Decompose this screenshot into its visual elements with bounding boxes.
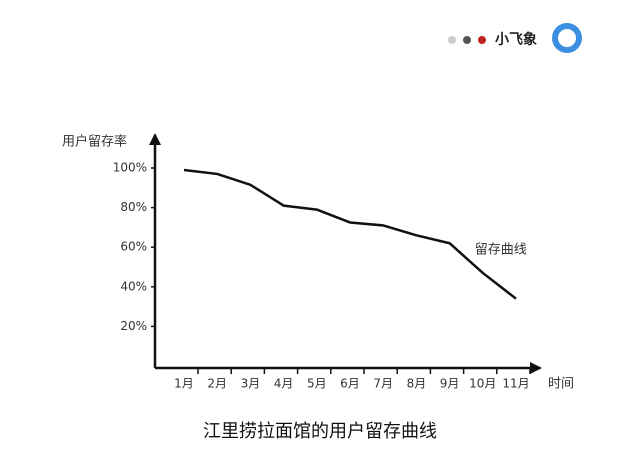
x-tick-label: 2月: [207, 377, 227, 391]
x-tick-label: 3月: [241, 377, 261, 391]
y-tick-label: 40%: [120, 279, 147, 293]
y-axis-label: 用户留存率: [62, 134, 127, 150]
x-tick-label: 10月: [469, 377, 496, 391]
x-tick-label: 11月: [502, 377, 529, 391]
brand: 小飞象: [495, 31, 537, 48]
avatar-face: [558, 29, 576, 47]
x-tick-label: 8月: [407, 377, 427, 391]
x-tick-label: 5月: [307, 377, 327, 391]
y-tick-label: 20%: [120, 319, 147, 333]
x-tick-label: 4月: [274, 377, 294, 391]
y-tick-label: 60%: [120, 240, 147, 254]
dot: [478, 36, 486, 44]
x-tick-label: 9月: [440, 377, 460, 391]
x-axis-label: 时间: [548, 377, 574, 392]
x-tick-label: 7月: [373, 377, 393, 391]
y-arrow: [149, 133, 161, 145]
chart-title: 江里捞拉面馆的用户留存曲线: [203, 421, 437, 442]
line: [183, 168, 517, 300]
y-tick-label: 100%: [113, 161, 147, 175]
series-label: 留存曲线: [475, 243, 527, 258]
x-tick-label: 6月: [340, 377, 360, 391]
x-arrow: [530, 362, 542, 374]
dot: [448, 36, 456, 44]
x-tick-label: 1月: [174, 377, 194, 391]
y-tick-label: 80%: [120, 200, 147, 214]
dot: [463, 36, 471, 44]
